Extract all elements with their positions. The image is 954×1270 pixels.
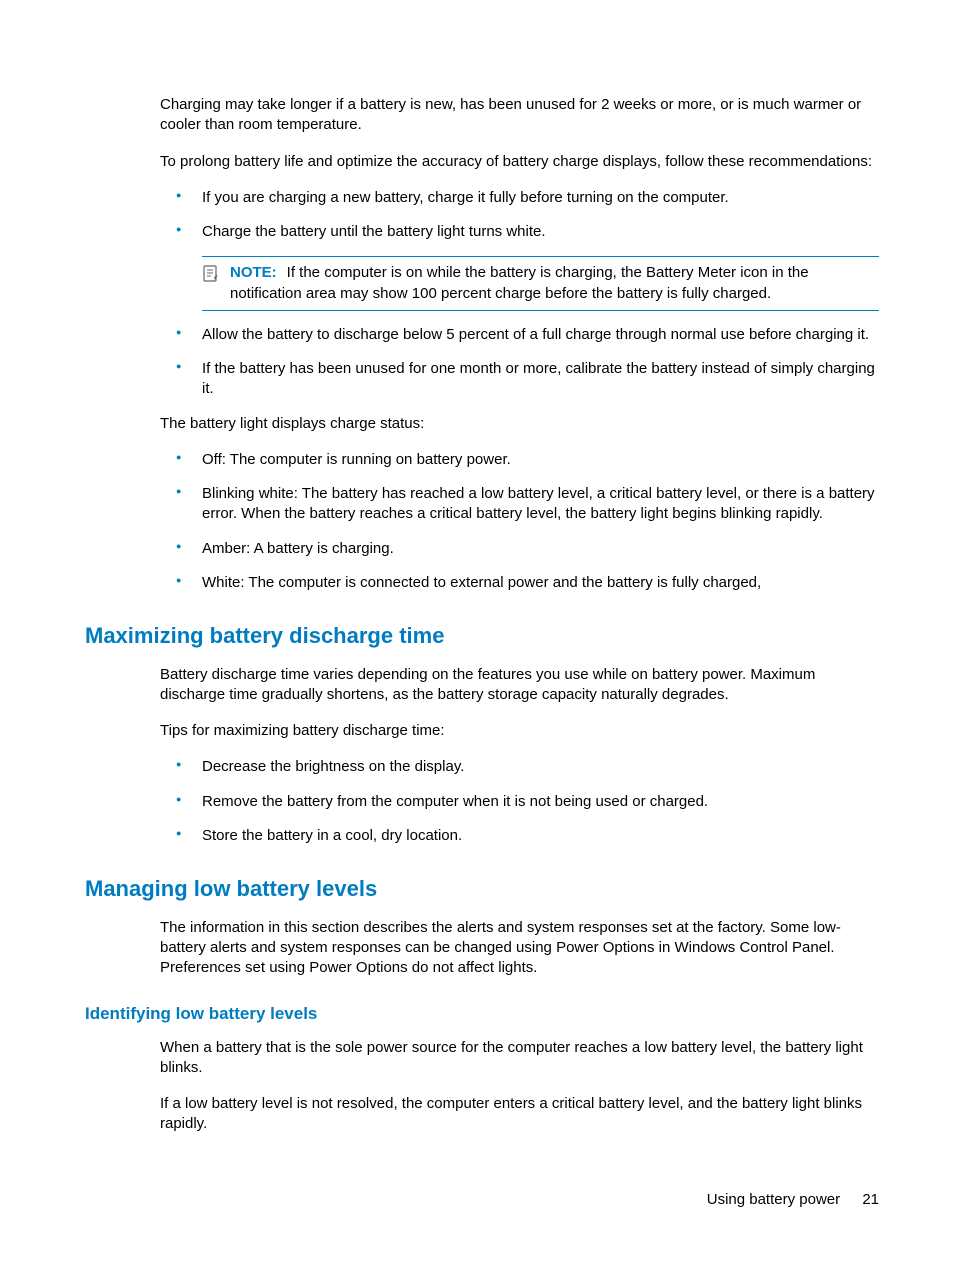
list-item: If you are charging a new battery, charg…	[176, 188, 879, 208]
footer-section-name: Using battery power	[707, 1191, 840, 1208]
list-item: Decrease the brightness on the display.	[176, 757, 879, 777]
maximizing-para-1: Battery discharge time varies depending …	[160, 665, 879, 706]
recommendations-list-2: Allow the battery to discharge below 5 p…	[176, 325, 879, 400]
identifying-para-2: If a low battery level is not resolved, …	[160, 1094, 879, 1135]
maximizing-para-2: Tips for maximizing battery discharge ti…	[160, 721, 879, 741]
note-label: NOTE:	[230, 264, 277, 281]
heading-managing: Managing low battery levels	[85, 874, 879, 904]
list-item: Blinking white: The battery has reached …	[176, 484, 879, 525]
intro-para-2: To prolong battery life and optimize the…	[160, 152, 879, 172]
status-intro: The battery light displays charge status…	[160, 414, 879, 434]
managing-para-1: The information in this section describe…	[160, 918, 879, 979]
list-item: Allow the battery to discharge below 5 p…	[176, 325, 879, 345]
note-text: NOTE:If the computer is on while the bat…	[230, 263, 879, 304]
note-body: If the computer is on while the battery …	[230, 264, 809, 301]
maximizing-list: Decrease the brightness on the display. …	[176, 757, 879, 846]
list-item: Charge the battery until the battery lig…	[176, 222, 879, 242]
list-item: Amber: A battery is charging.	[176, 539, 879, 559]
status-list: Off: The computer is running on battery …	[176, 450, 879, 593]
list-item: White: The computer is connected to exte…	[176, 573, 879, 593]
list-item: If the battery has been unused for one m…	[176, 359, 879, 400]
recommendations-list: If you are charging a new battery, charg…	[176, 188, 879, 243]
note-callout: NOTE:If the computer is on while the bat…	[202, 256, 879, 311]
intro-para-1: Charging may take longer if a battery is…	[160, 95, 879, 136]
heading-maximizing: Maximizing battery discharge time	[85, 621, 879, 651]
note-icon	[202, 265, 220, 283]
heading-identifying: Identifying low battery levels	[85, 1003, 879, 1026]
identifying-para-1: When a battery that is the sole power so…	[160, 1038, 879, 1079]
list-item: Store the battery in a cool, dry locatio…	[176, 826, 879, 846]
list-item: Off: The computer is running on battery …	[176, 450, 879, 470]
list-item: Remove the battery from the computer whe…	[176, 792, 879, 812]
footer-page-number: 21	[862, 1191, 879, 1208]
page-footer: Using battery power 21	[707, 1190, 879, 1210]
